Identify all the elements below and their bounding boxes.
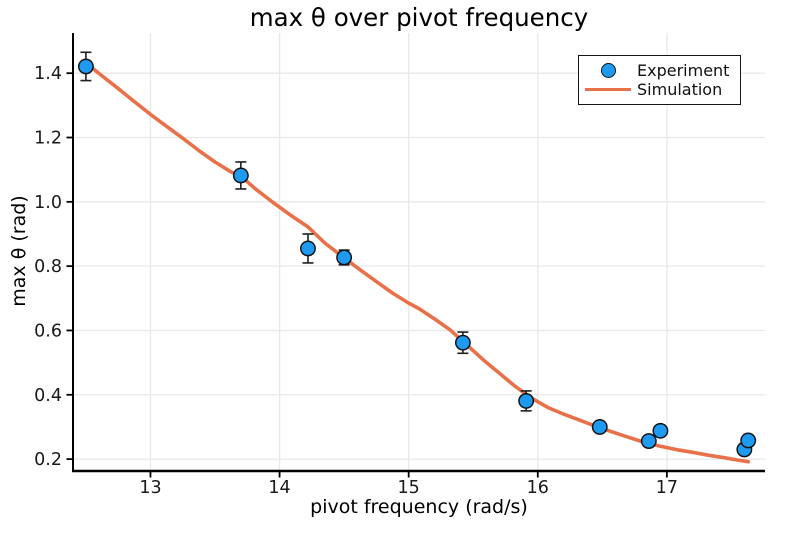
x-tick-label: 15 [398,478,420,498]
legend-entry-simulation: Simulation [579,80,740,99]
experiment-point [652,422,669,439]
y-tick-label: 0.4 [34,386,62,406]
legend-label-simulation: Simulation [637,80,723,99]
x-tick-label: 17 [656,478,678,498]
simulation-line-icon [579,88,637,91]
experiment-point [232,167,249,184]
x-tick-label: 13 [139,478,161,498]
experiment-point [336,249,353,266]
experiment-point [454,334,471,351]
y-tick-label: 1.0 [34,193,62,213]
y-tick-label: 1.4 [34,64,62,84]
y-tick-label: 0.6 [34,321,62,341]
legend-entry-experiment: Experiment [579,61,740,80]
x-tick-label: 16 [527,478,549,498]
y-tick-label: 0.2 [34,450,62,470]
experiment-point [300,240,316,257]
x-axis-label: pivot frequency (rad/s) [310,496,528,518]
legend-label-experiment: Experiment [637,61,730,80]
experiment-point [740,432,757,449]
experiment-point [518,392,535,409]
y-tick-label: 1.2 [34,129,62,149]
experiment-point [640,433,657,450]
experiment-point [77,58,94,75]
chart-title: max θ over pivot frequency [249,3,589,32]
y-tick-label: 0.8 [34,257,62,277]
simulation-line [84,61,750,464]
x-tick-label: 14 [268,478,290,498]
y-axis-label: max θ (rad) [8,195,30,307]
experiment-marker-icon [579,63,637,78]
experiment-point [591,418,608,435]
legend: Experiment Simulation [578,55,741,105]
